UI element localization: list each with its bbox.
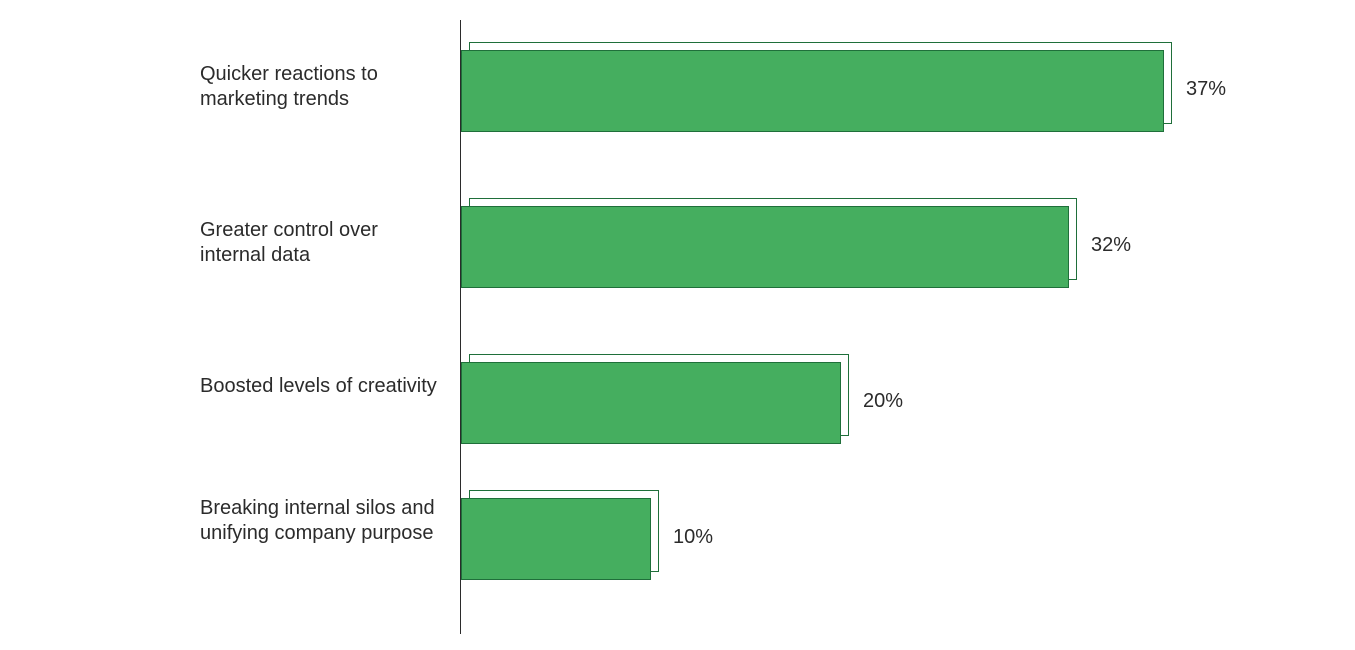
value-label: 20%	[863, 390, 903, 413]
bar	[461, 198, 1077, 288]
value-label: 32%	[1091, 234, 1131, 257]
bar	[461, 42, 1172, 132]
category-label: Quicker reactions to marketing trends	[200, 62, 440, 112]
bar-fill	[461, 206, 1069, 288]
horizontal-bar-chart: Quicker reactions to marketing trends 37%…	[0, 0, 1355, 650]
value-label: 10%	[673, 526, 713, 549]
bar-fill	[461, 50, 1164, 132]
category-label: Boosted levels of creativity	[200, 374, 440, 399]
category-label: Breaking internal silos and unifying com…	[200, 496, 440, 546]
value-label: 37%	[1186, 78, 1226, 101]
bar	[461, 490, 659, 580]
bar-fill	[461, 498, 651, 580]
bar-fill	[461, 362, 841, 444]
bar	[461, 354, 849, 444]
category-label: Greater control over internal data	[200, 218, 440, 268]
